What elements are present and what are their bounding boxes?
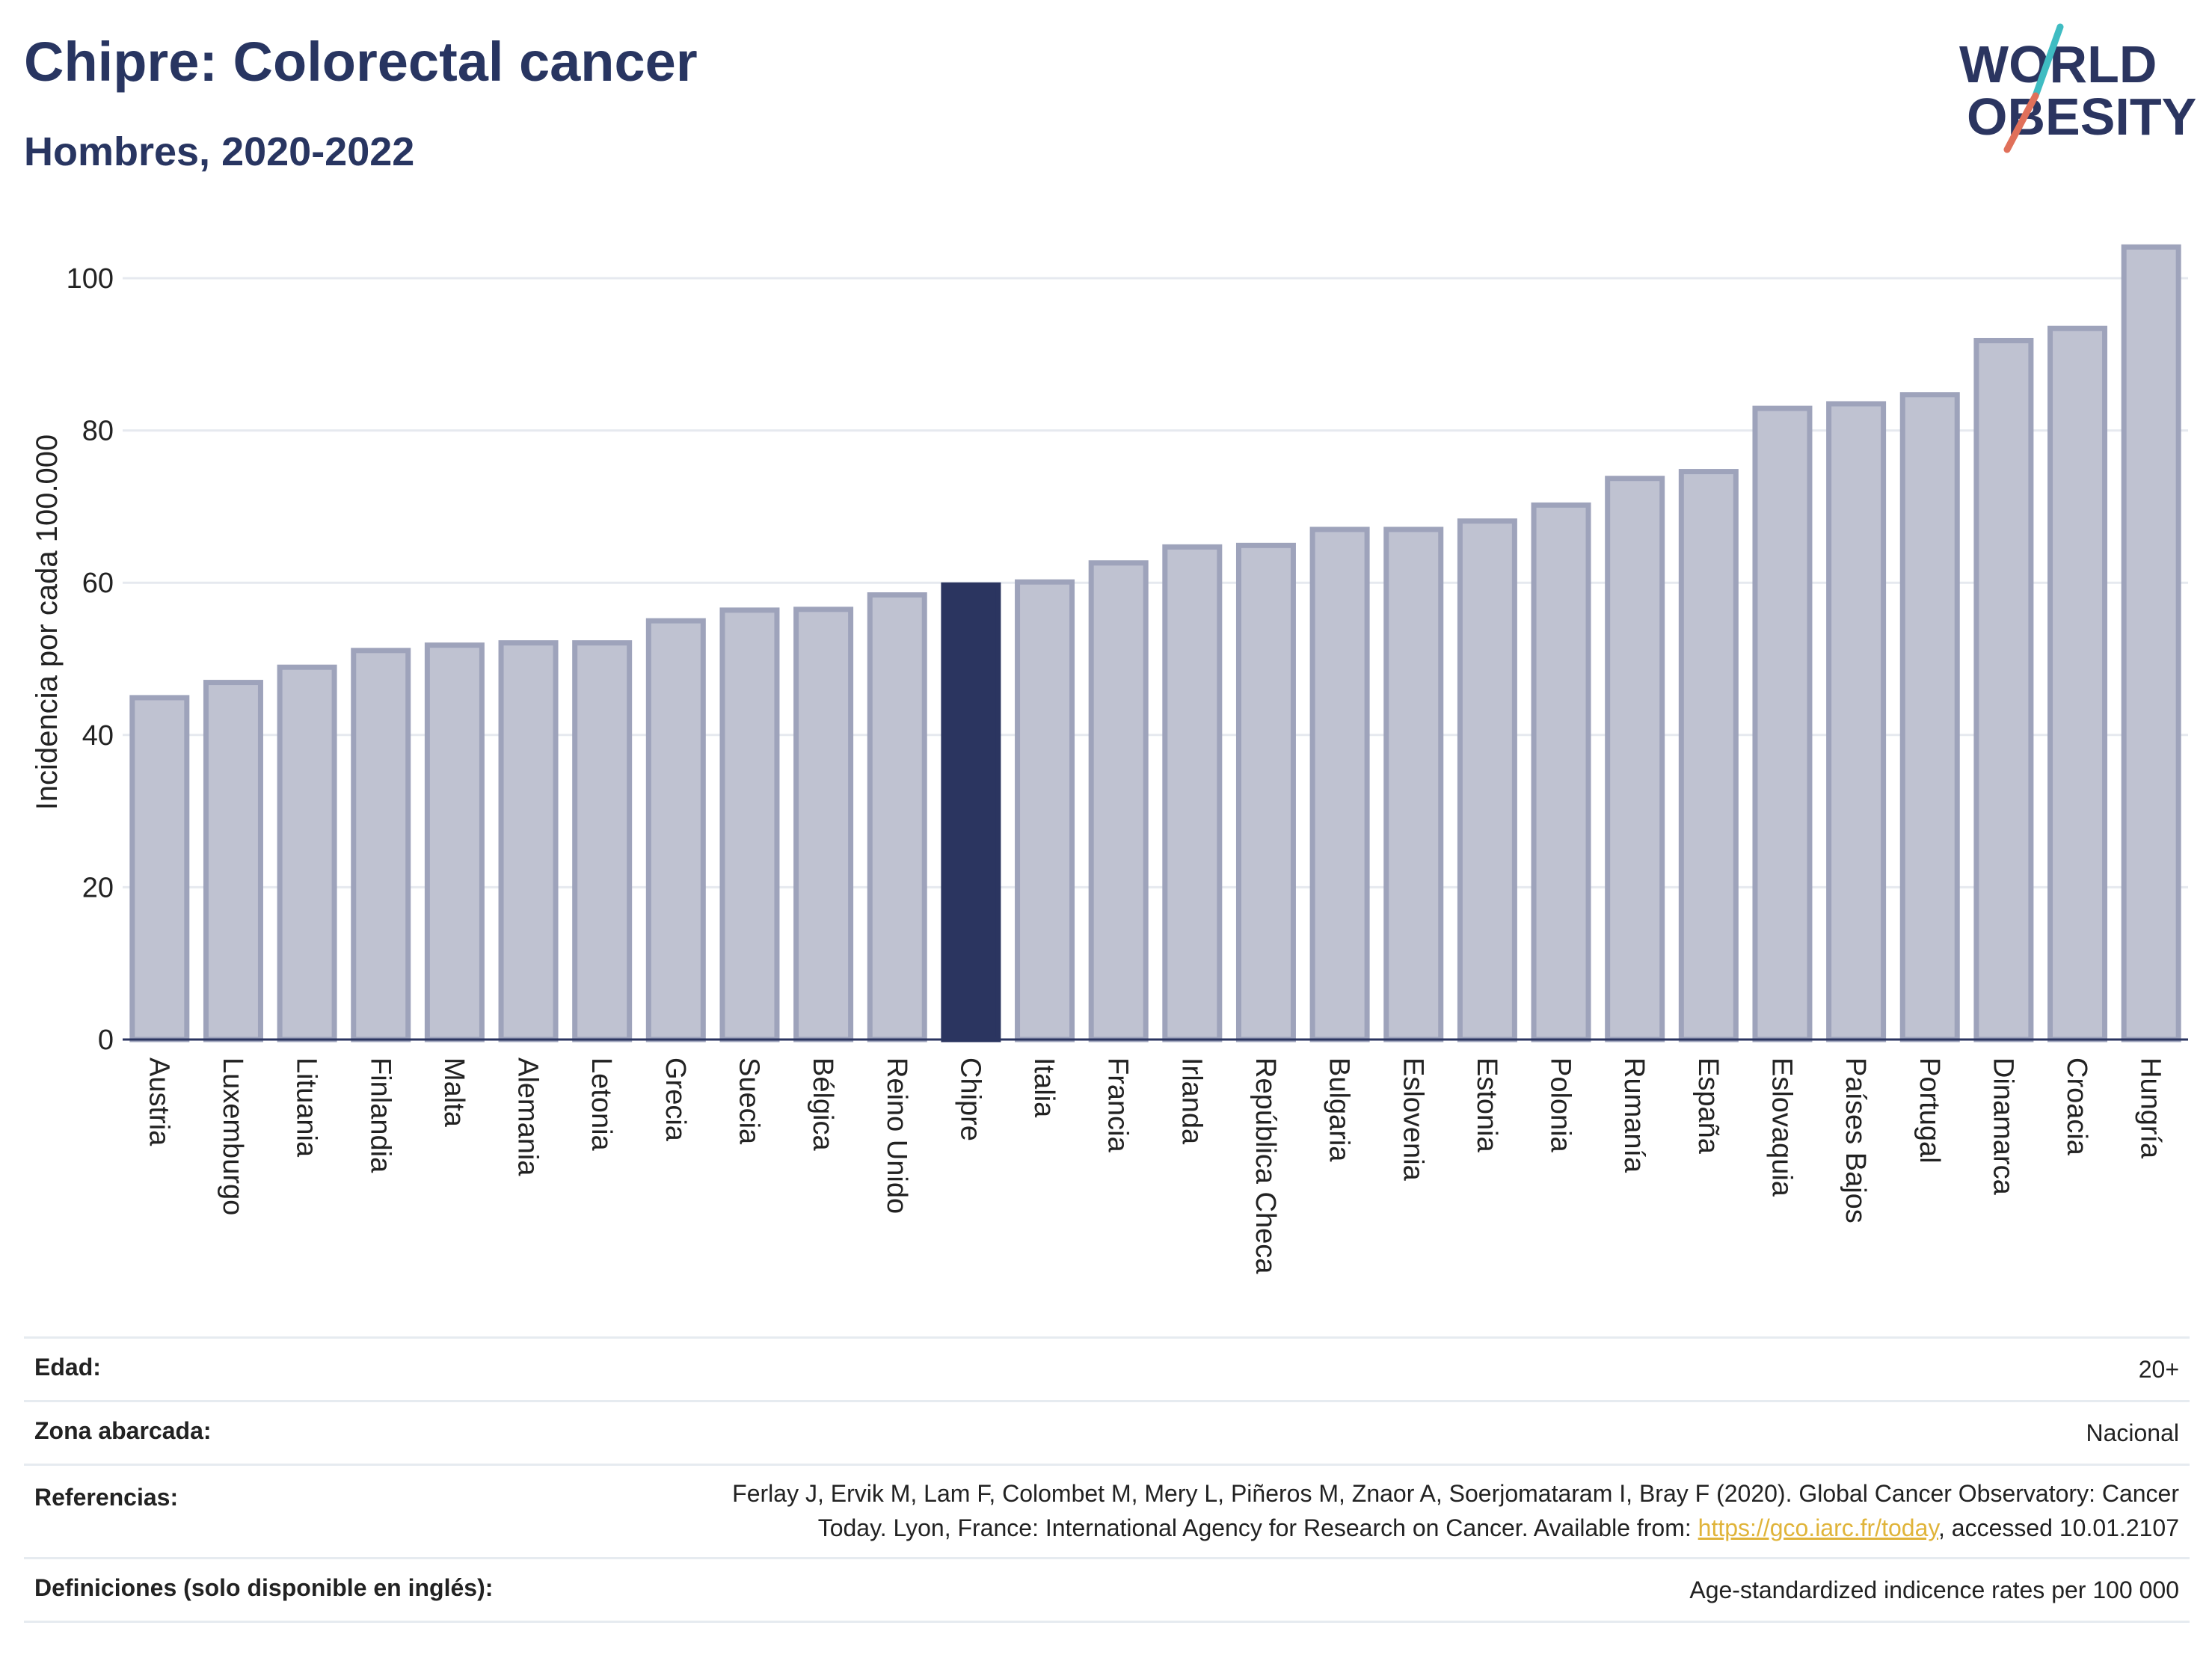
x-tick-label: Italia bbox=[1028, 1057, 1060, 1118]
bar-reino-unido bbox=[867, 592, 927, 1043]
world-obesity-logo: WORLD OBESITY bbox=[1959, 23, 2196, 153]
bar-hungría bbox=[2121, 244, 2181, 1043]
references-line-2-end: , accessed 10.01.2107 bbox=[1938, 1514, 2179, 1541]
bar-bélgica bbox=[793, 607, 854, 1043]
x-tick-label: Eslovaquia bbox=[1766, 1057, 1797, 1197]
references-link[interactable]: https://gco.iarc.fr/today bbox=[1698, 1514, 1938, 1541]
bar-bulgaria bbox=[1309, 526, 1370, 1043]
x-tick-label: España bbox=[1692, 1057, 1724, 1155]
y-tick-label: 80 bbox=[82, 416, 114, 447]
bar-finlandia bbox=[351, 648, 411, 1043]
x-tick-label: Finlandia bbox=[364, 1057, 396, 1173]
page-subtitle: Hombres, 2020-2022 bbox=[24, 129, 415, 174]
logo-coral-slash bbox=[2003, 92, 2039, 153]
bar-chipre bbox=[941, 582, 1001, 1043]
bar-croacia bbox=[2047, 325, 2108, 1043]
bar-polonia bbox=[1531, 502, 1591, 1043]
y-tick-label: 40 bbox=[82, 720, 114, 752]
bar-malta bbox=[424, 642, 485, 1043]
y-tick-label: 60 bbox=[82, 568, 114, 599]
bar-grecia bbox=[645, 618, 706, 1043]
bars bbox=[129, 244, 2181, 1043]
bar-españa bbox=[1678, 469, 1739, 1043]
x-tick-label: Irlanda bbox=[1176, 1057, 1207, 1145]
x-tick-label: Croacia bbox=[2061, 1057, 2092, 1156]
y-axis-label: Incidencia por cada 100.000 bbox=[31, 435, 64, 811]
info-table: Edad: 20+ Zona abarcada: Nacional Refere… bbox=[24, 1336, 2190, 1623]
bar-irlanda bbox=[1162, 544, 1223, 1043]
info-value-area: Nacional bbox=[2086, 1419, 2179, 1446]
bar-suecia bbox=[719, 607, 780, 1043]
logo-teal-slash bbox=[2032, 23, 2064, 99]
bar-países-bajos bbox=[1826, 401, 1887, 1043]
info-value-references: Ferlay J, Ervik M, Lam F, Colombet M, Me… bbox=[732, 1476, 2179, 1545]
x-tick-label: Eslovenia bbox=[1397, 1057, 1428, 1182]
y-tick-label: 20 bbox=[82, 872, 114, 903]
x-tick-label: Chipre bbox=[954, 1057, 986, 1141]
x-tick-label: Suecia bbox=[733, 1057, 764, 1145]
logo-word-obesity: OBESITY bbox=[1967, 87, 2196, 146]
x-tick-label: Estonia bbox=[1471, 1057, 1502, 1153]
x-tick-label: República Checa bbox=[1250, 1057, 1281, 1274]
x-tick-label: Portugal bbox=[1914, 1057, 1945, 1164]
x-tick-labels: Austria Luxemburgo Lituania Finlandia Malta A… bbox=[143, 1057, 2166, 1274]
info-value-definitions: Age-standardized indicence rates per 100… bbox=[1689, 1576, 2179, 1603]
bar-alemania bbox=[498, 640, 559, 1043]
x-tick-label: Lituania bbox=[291, 1057, 322, 1158]
x-tick-label: Reino Unido bbox=[881, 1057, 912, 1214]
bar-portugal bbox=[1899, 392, 1960, 1043]
x-tick-label: Alemania bbox=[512, 1057, 544, 1176]
x-tick-label: Rumanía bbox=[1618, 1057, 1650, 1173]
x-tick-label: Francia bbox=[1102, 1057, 1134, 1153]
x-tick-label: Bélgica bbox=[807, 1057, 838, 1151]
bar-eslovaquia bbox=[1752, 405, 1813, 1043]
y-tick-labels: 0 20 40 60 80 100 bbox=[67, 263, 114, 1056]
x-tick-label: Malta bbox=[438, 1057, 470, 1128]
bar-chart: 0 20 40 60 80 100 Austria Luxemburgo Lituania Fi… bbox=[31, 244, 2188, 1274]
page-title: Chipre: Colorectal cancer bbox=[24, 31, 698, 93]
x-tick-label: Grecia bbox=[660, 1057, 691, 1142]
info-row-definitions: Definiciones (solo disponible en inglés)… bbox=[24, 1559, 2190, 1623]
references-line-2-text: Today. Lyon, France: International Agenc… bbox=[817, 1514, 1698, 1541]
logo-word-world: WORLD bbox=[1959, 35, 2157, 93]
info-label-definitions: Definiciones (solo disponible en inglés)… bbox=[34, 1574, 494, 1601]
info-row-references: Referencias: Ferlay J, Ervik M, Lam F, C… bbox=[24, 1466, 2190, 1559]
info-label-area: Zona abarcada: bbox=[34, 1417, 212, 1444]
y-tick-label: 0 bbox=[98, 1025, 114, 1056]
x-tick-label: Hungría bbox=[2135, 1057, 2166, 1159]
bar-francia bbox=[1088, 560, 1149, 1043]
bar-letonia bbox=[572, 640, 633, 1043]
bar-italia bbox=[1015, 579, 1075, 1043]
bar-austria bbox=[129, 695, 190, 1043]
x-tick-label: Bulgaria bbox=[1324, 1057, 1355, 1162]
bar-eslovenia bbox=[1383, 526, 1444, 1043]
info-label-references: Referencias: bbox=[34, 1484, 179, 1511]
references-line-2: Today. Lyon, France: International Agenc… bbox=[732, 1511, 2179, 1545]
bar-estonia bbox=[1457, 518, 1517, 1043]
bar-república-checa bbox=[1235, 542, 1296, 1043]
bar-dinamarca bbox=[1973, 337, 2034, 1043]
info-value-age: 20+ bbox=[2138, 1356, 2179, 1383]
bar-luxemburgo bbox=[203, 680, 263, 1043]
references-line-1: Ferlay J, Ervik M, Lam F, Colombet M, Me… bbox=[732, 1480, 2179, 1507]
info-label-age: Edad: bbox=[34, 1354, 101, 1381]
info-row-age: Edad: 20+ bbox=[24, 1339, 2190, 1402]
x-tick-label: Luxemburgo bbox=[217, 1057, 248, 1215]
info-row-area: Zona abarcada: Nacional bbox=[24, 1402, 2190, 1466]
x-tick-label: Polonia bbox=[1545, 1057, 1576, 1153]
bar-rumanía bbox=[1605, 476, 1665, 1043]
x-tick-label: Austria bbox=[143, 1057, 174, 1146]
y-tick-label: 100 bbox=[67, 263, 114, 295]
bar-lituania bbox=[277, 664, 337, 1043]
x-tick-label: Letonia bbox=[586, 1057, 617, 1152]
x-tick-label: Países Bajos bbox=[1840, 1057, 1871, 1223]
x-tick-label: Dinamarca bbox=[1987, 1057, 2018, 1196]
